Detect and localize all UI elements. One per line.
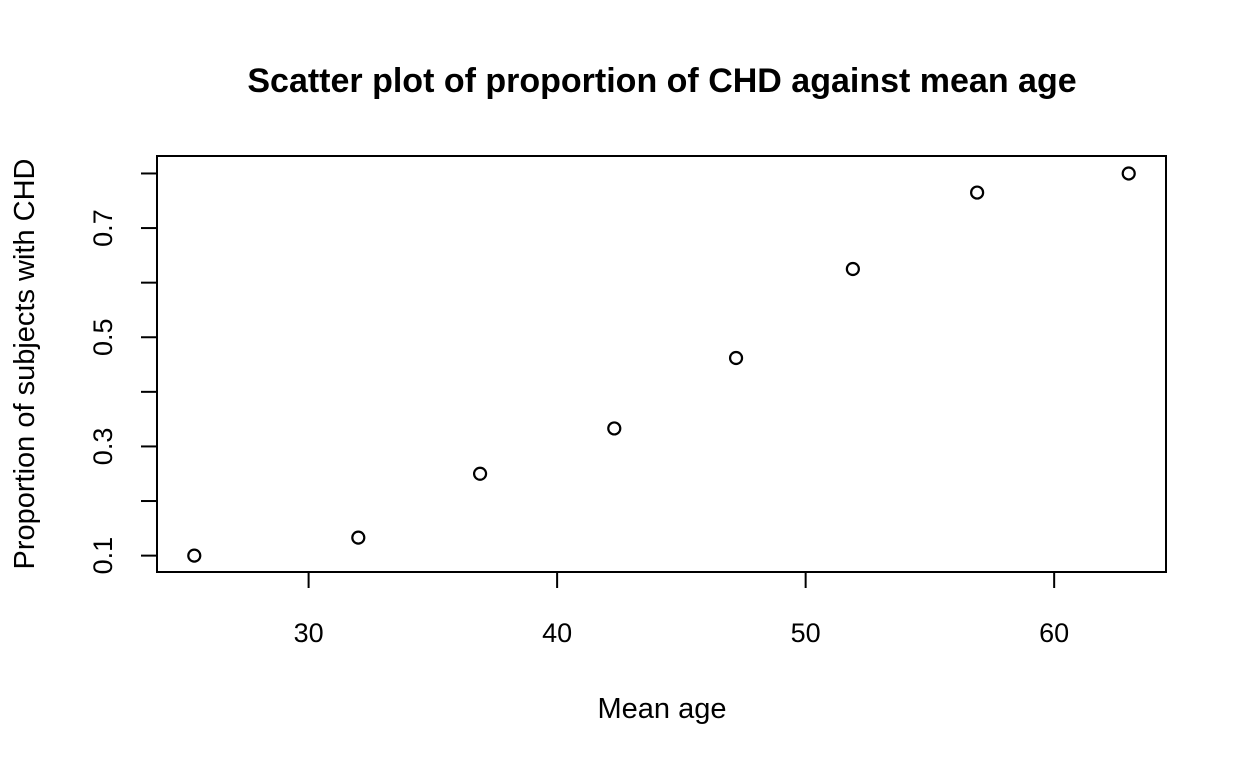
x-tick-label: 50 [791, 618, 821, 648]
data-point [607, 421, 622, 436]
y-tick-label: 0.3 [88, 428, 118, 466]
data-point [845, 261, 860, 277]
y-tick-label: 0.5 [88, 318, 118, 356]
y-tick-label: 0.1 [88, 537, 118, 575]
plot-area-frame [156, 155, 1167, 573]
y-axis: 0.1 0.3 0.5 0.7 [88, 172, 158, 575]
x-tick-label: 40 [542, 618, 572, 648]
data-point [728, 350, 744, 366]
y-axis-label: Proportion of subjects with CHD [9, 159, 41, 570]
x-axis-label: Mean age [598, 693, 727, 725]
data-point [187, 548, 202, 563]
x-tick-label: 30 [294, 618, 324, 648]
data-point [351, 530, 366, 545]
data-point [1121, 166, 1136, 181]
y-tick-label: 0.7 [88, 209, 118, 247]
data-points [187, 166, 1136, 563]
x-tick-label: 60 [1039, 618, 1069, 648]
data-point [472, 466, 488, 481]
x-axis: 30 40 50 60 [294, 571, 1069, 648]
chart-title: Scatter plot of proportion of CHD agains… [247, 62, 1076, 100]
data-point [970, 185, 985, 200]
